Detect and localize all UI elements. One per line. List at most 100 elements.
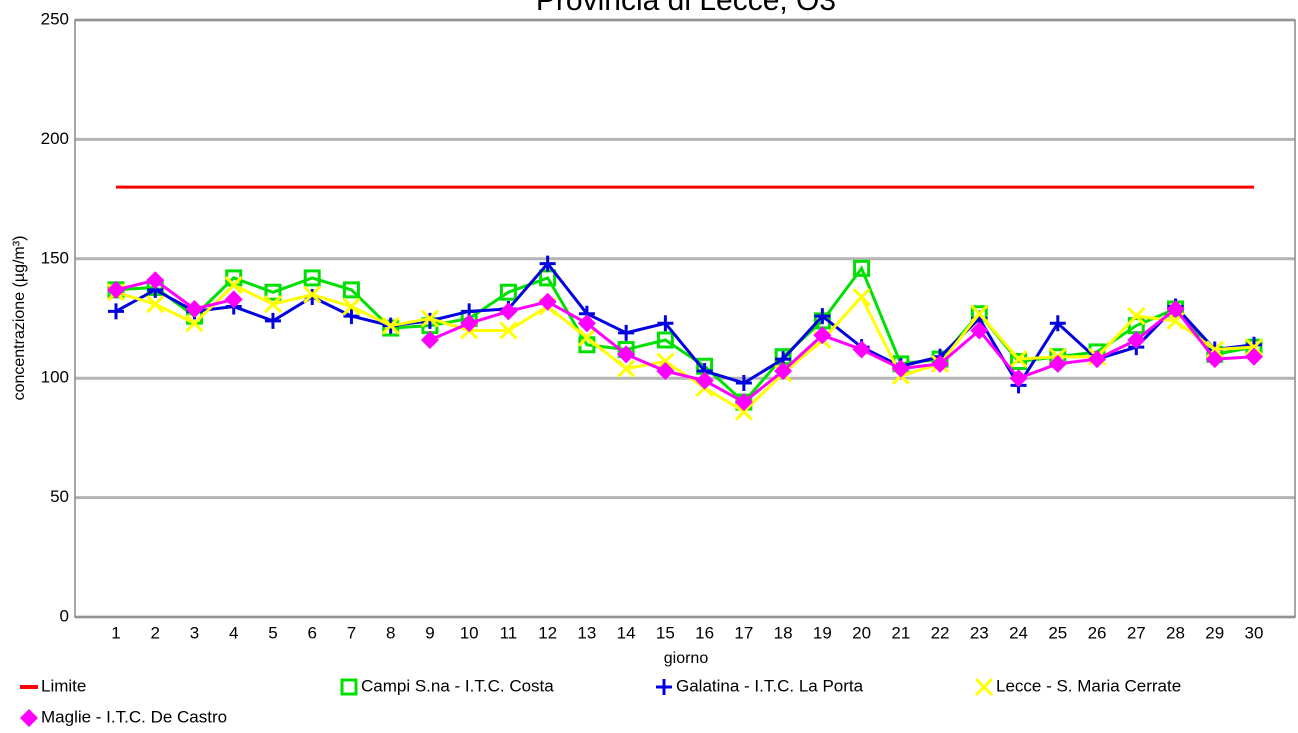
marker	[499, 302, 518, 321]
y-tick-label: 50	[50, 487, 69, 506]
marker	[342, 297, 361, 316]
marker	[656, 362, 675, 381]
x-tick-label: 30	[1245, 623, 1264, 642]
marker	[618, 324, 635, 341]
marker	[853, 259, 871, 277]
marker	[695, 371, 714, 390]
x-tick-label: 4	[229, 623, 238, 642]
x-tick-label: 16	[695, 623, 714, 642]
line	[115, 265, 1255, 405]
chart-title: Provincia di Lecce, O3	[536, 0, 836, 17]
x-tick-label: 10	[460, 623, 479, 642]
marker	[852, 340, 871, 359]
x-tick-label: 13	[577, 623, 596, 642]
marker	[108, 303, 124, 320]
marker	[342, 281, 360, 299]
marker	[264, 283, 282, 301]
marker	[420, 330, 439, 349]
marker	[813, 326, 832, 345]
marker	[577, 314, 596, 333]
marker	[381, 316, 400, 335]
marker	[814, 308, 831, 325]
x-tick-label: 22	[931, 623, 950, 642]
x-tick-label: 3	[190, 623, 199, 642]
x-tick-label: 7	[347, 623, 356, 642]
x-tick-label: 1	[111, 623, 120, 642]
x-tick-label: 19	[813, 623, 832, 642]
marker	[539, 255, 556, 272]
marker	[656, 331, 674, 349]
x-tick-label: 21	[891, 623, 910, 642]
x-tick-label: 6	[307, 623, 316, 642]
legend-label: Campi S.na - I.T.C. Costa	[361, 676, 554, 695]
marker	[499, 321, 518, 340]
y-tick-label: 200	[41, 129, 69, 148]
marker	[1048, 354, 1067, 373]
x-axis-label: giorno	[664, 650, 709, 667]
marker	[617, 359, 636, 378]
marker	[1010, 352, 1028, 370]
x-tick-label: 17	[734, 623, 753, 642]
series	[107, 259, 1263, 411]
marker	[1088, 350, 1107, 369]
marker	[146, 295, 165, 314]
marker	[1205, 340, 1224, 359]
marker	[303, 285, 322, 304]
line	[115, 261, 1255, 389]
marker	[734, 402, 753, 421]
marker	[146, 271, 165, 290]
marker	[420, 309, 439, 328]
x-tick-label: 24	[1009, 623, 1028, 642]
x-tick-label: 9	[425, 623, 434, 642]
x-tick-label: 2	[151, 623, 160, 642]
x-tick-label: 8	[386, 623, 395, 642]
marker	[107, 280, 125, 299]
marker	[1127, 307, 1146, 326]
x-tick-label: 14	[617, 623, 636, 642]
marker	[1244, 338, 1264, 357]
marker	[1127, 330, 1146, 349]
x-tick-label: 29	[1205, 623, 1224, 642]
marker	[460, 314, 479, 333]
marker	[774, 362, 793, 381]
x-tick-label: 25	[1048, 623, 1067, 642]
y-tick-label: 0	[60, 606, 69, 625]
x-tick-label: 11	[500, 623, 518, 642]
marker	[1009, 369, 1028, 388]
marker	[891, 359, 910, 378]
marker	[656, 352, 675, 371]
x-tick-label: 5	[268, 623, 277, 642]
legend-swatch	[656, 679, 672, 695]
x-tick-label: 28	[1166, 623, 1185, 642]
marker	[185, 314, 204, 333]
marker	[185, 299, 204, 318]
marker	[931, 354, 950, 373]
marker	[852, 287, 871, 307]
marker	[735, 374, 752, 391]
x-tick-label: 27	[1127, 623, 1146, 642]
marker	[577, 328, 596, 347]
legend-label: Galatina - I.T.C. La Porta	[676, 676, 864, 695]
marker	[1205, 350, 1224, 369]
marker	[617, 345, 636, 364]
marker	[734, 393, 753, 412]
x-tick-label: 20	[852, 623, 871, 642]
legend-swatch	[974, 677, 994, 697]
marker	[499, 283, 517, 301]
x-tick-label: 18	[774, 623, 793, 642]
marker	[1166, 299, 1185, 318]
marker	[1245, 347, 1263, 366]
marker	[970, 321, 989, 340]
legend-label: Lecce - S. Maria Cerrate	[996, 676, 1181, 695]
legend-label: Maglie - I.T.C. De Castro	[41, 707, 227, 726]
marker	[224, 290, 243, 309]
plot-frame	[74, 19, 1296, 618]
y-tick-label: 250	[41, 9, 69, 28]
marker	[224, 276, 243, 295]
series	[107, 271, 1263, 412]
marker	[538, 292, 557, 311]
legend-label: Limite	[41, 676, 86, 695]
legend-swatch	[340, 678, 358, 696]
marker	[303, 269, 321, 287]
